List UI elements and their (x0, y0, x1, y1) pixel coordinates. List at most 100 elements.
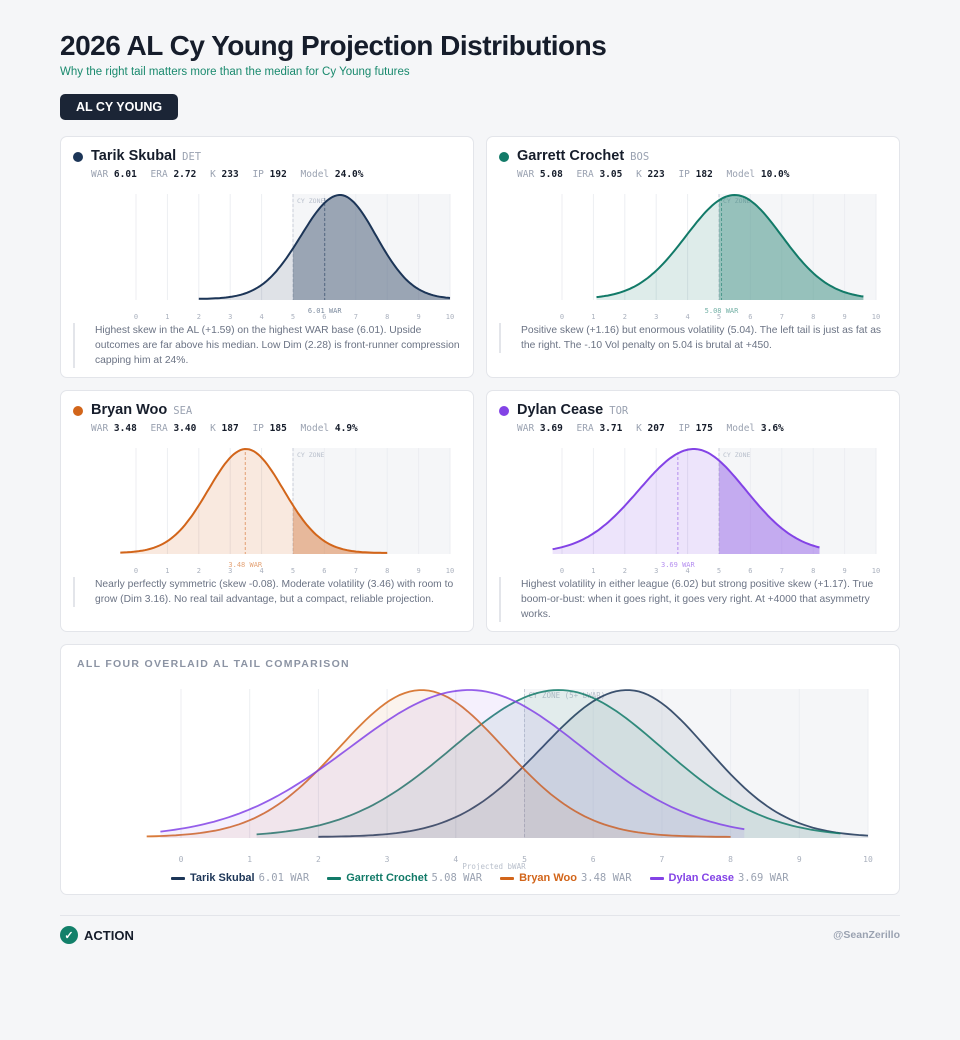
legend-war: 3.48 WAR (580, 872, 632, 884)
median-war-label: 3.48 WAR (228, 561, 263, 569)
distribution-curve-skubal (318, 689, 869, 838)
stat-war: 3.48 (113, 423, 137, 434)
team-color-dot (73, 152, 83, 162)
check-icon: ✓ (60, 926, 78, 944)
x-tick-label: 5 (522, 855, 527, 864)
team-abbr: DET (182, 151, 202, 163)
x-tick-label: 9 (416, 567, 420, 575)
x-tick-label: 5 (291, 567, 295, 575)
x-tick-label: 8 (811, 567, 815, 575)
x-tick-label: 2 (197, 313, 201, 321)
x-tick-label: 2 (623, 313, 627, 321)
x-tick-label: 10 (872, 313, 880, 321)
x-tick-label: 1 (165, 313, 169, 321)
stat-model: 10.0% (760, 169, 790, 180)
legend-war: 5.08 WAR (431, 872, 483, 884)
cy-zone-band (719, 194, 876, 300)
stat-era: 3.05 (599, 169, 623, 180)
stat-ip: 185 (269, 423, 287, 434)
distribution-area (120, 449, 388, 554)
distribution-curve-woo (146, 689, 731, 838)
legend-item-cease[interactable]: Dylan Cease 3.69 WAR (649, 872, 789, 884)
x-tick-label: 10 (446, 567, 454, 575)
x-tick-label: 6 (748, 567, 752, 575)
cy-zone-label: CY ZONE (5+ bWAR) (529, 691, 606, 700)
page-subtitle: Why the right tail matters more than the… (60, 66, 410, 78)
cy-zone-band (524, 689, 868, 838)
x-tick-label: 1 (591, 567, 595, 575)
x-tick-label: 6 (322, 567, 326, 575)
legend-war: 6.01 WAR (258, 872, 310, 884)
legend-item-crochet[interactable]: Garrett Crochet 5.08 WAR (327, 872, 482, 884)
overlay-chart: 0 1 2 3 4 5 6 7 8 9 10 CY ZONE (5+ bWAR) Projected b… (146, 689, 873, 870)
legend-item-woo[interactable]: Bryan Woo 3.48 WAR (500, 872, 632, 884)
overlay-panel: ALL FOUR OVERLAID AL TAIL COMPARISON 0 1 2… (60, 644, 900, 895)
x-tick-label: 6 (748, 313, 752, 321)
stat-war: 3.69 (539, 423, 563, 434)
footer-brand: ✓ ACTION (60, 926, 134, 944)
x-tick-label: 3 (385, 855, 390, 864)
stat-k: 223 (647, 169, 665, 180)
median-war-label: 6.01 WAR (308, 307, 343, 315)
x-tick-label: 10 (863, 855, 873, 864)
x-tick-label: 3 (228, 313, 232, 321)
cy-zone-tail-area (719, 460, 820, 554)
distribution-curve (596, 193, 864, 299)
x-tick-label: 4 (685, 313, 689, 321)
stat-model: 3.6% (760, 423, 784, 434)
x-tick-label: 9 (842, 313, 846, 321)
analysis-note: Highest skew in the AL (+1.59) on the hi… (73, 323, 465, 368)
team-color-dot (499, 406, 509, 416)
pitcher-card-skubal: Tarik Skubal DET WAR 6.01 ERA 2.72 K 233 … (60, 136, 474, 378)
distribution-area-woo (146, 690, 731, 838)
analysis-note: Highest volatility in either league (6.0… (499, 577, 891, 622)
x-tick-label: 8 (728, 855, 733, 864)
pitcher-name: Garrett Crochet BOS (517, 148, 650, 164)
x-tick-label: 4 (453, 855, 458, 864)
distribution-curve (120, 447, 388, 554)
author-handle[interactable]: @SeanZerillo (833, 929, 900, 941)
distribution-curve (198, 194, 451, 300)
distribution-chart: 0 1 2 3 4 5 6 7 8 9 10 CY ZONE 3.69 WAR (552, 448, 880, 575)
x-tick-label: 0 (134, 313, 138, 321)
league-badge[interactable]: AL CY YOUNG (60, 94, 179, 120)
x-tick-label: 10 (872, 567, 880, 575)
stat-war: 6.01 (113, 169, 137, 180)
team-abbr: SEA (173, 405, 193, 417)
stat-line: WAR 3.69 ERA 3.71 K 207 IP 175 Model 3.6… (517, 423, 784, 434)
legend-name: Tarik Skubal (190, 872, 255, 884)
x-tick-label: 3 (654, 567, 658, 575)
x-axis-label: Projected bWAR (462, 862, 526, 870)
overlay-title: ALL FOUR OVERLAID AL TAIL COMPARISON (77, 658, 350, 670)
legend-name: Garrett Crochet (346, 872, 428, 884)
overlay-legend: Tarik Skubal 6.01 WAR Garrett Crochet 5.… (171, 872, 789, 884)
stat-model: 24.0% (334, 169, 364, 180)
x-tick-label: 5 (291, 313, 295, 321)
legend-swatch (500, 876, 515, 880)
x-tick-label: 5 (717, 567, 721, 575)
x-tick-label: 2 (623, 567, 627, 575)
stat-era: 2.72 (173, 169, 197, 180)
stat-k: 233 (221, 169, 239, 180)
x-tick-label: 3 (228, 567, 232, 575)
analysis-note: Positive skew (+1.16) but enormous volat… (499, 323, 891, 353)
legend-swatch (171, 876, 185, 880)
median-war-label: 5.08 WAR (705, 307, 740, 315)
legend-item-skubal[interactable]: Tarik Skubal 6.01 WAR (171, 872, 309, 884)
cy-zone-band (719, 448, 876, 554)
x-tick-label: 0 (179, 855, 184, 864)
legend-war: 3.69 WAR (737, 872, 789, 884)
x-tick-label: 2 (316, 855, 321, 864)
x-tick-label: 1 (591, 313, 595, 321)
distribution-curve-cease (160, 689, 745, 833)
distribution-area-crochet (256, 690, 841, 838)
cy-zone-tail-area (293, 195, 450, 300)
x-tick-label: 9 (797, 855, 802, 864)
x-tick-label: 0 (560, 567, 564, 575)
stat-line: WAR 6.01 ERA 2.72 K 233 IP 192 Model 24.… (91, 169, 364, 180)
x-tick-label: 6 (322, 313, 326, 321)
pitcher-card-crochet: Garrett Crochet BOS WAR 5.08 ERA 3.05 K 2… (486, 136, 900, 378)
cy-zone-label: CY ZONE (297, 451, 324, 459)
footer-divider (60, 915, 900, 916)
distribution-curve-crochet (256, 689, 841, 836)
